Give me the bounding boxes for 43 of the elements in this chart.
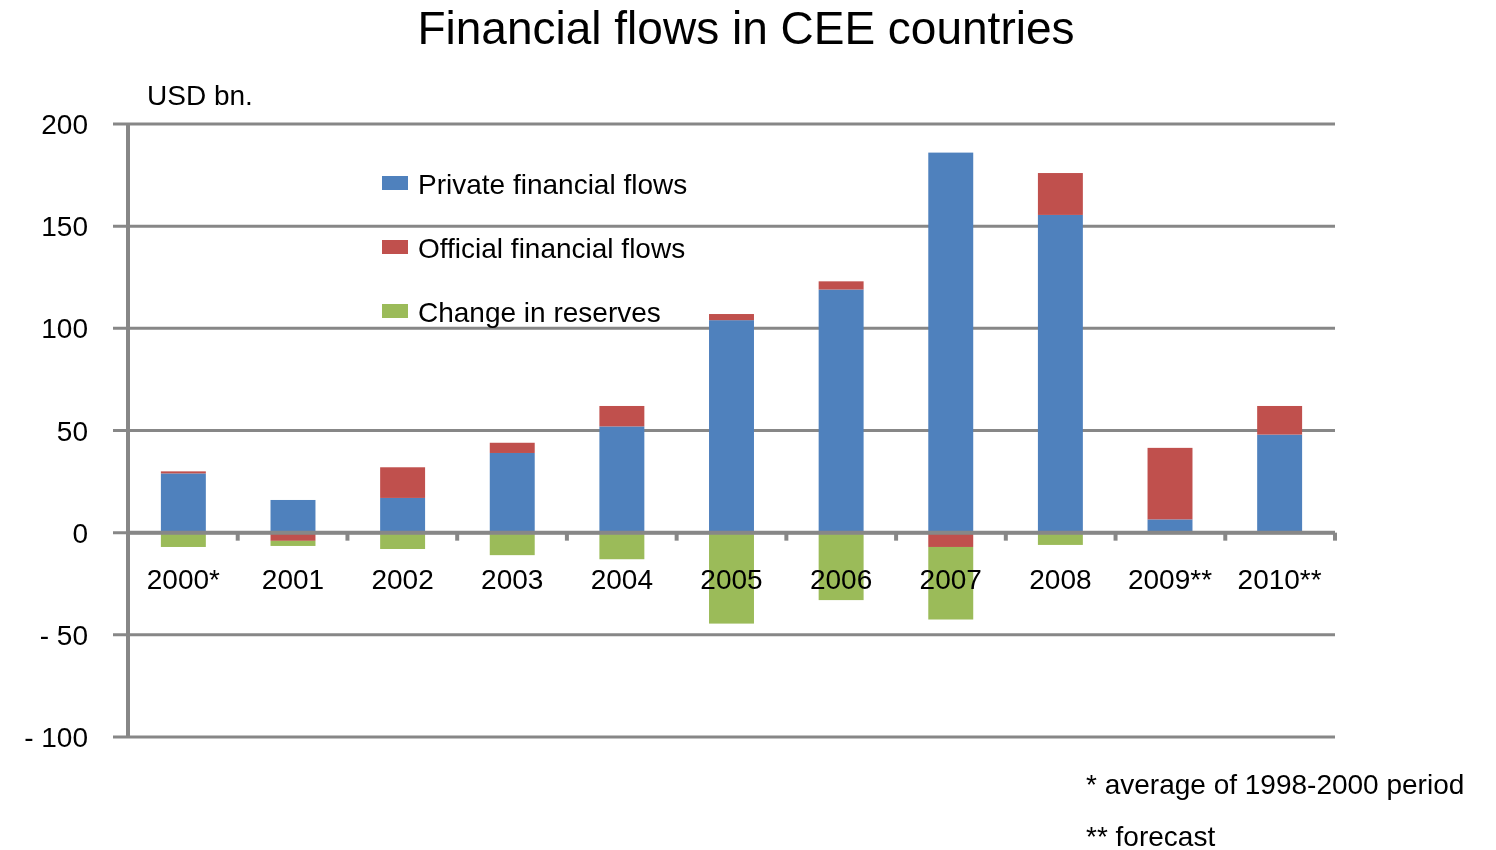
- y-axis-title: USD bn.: [147, 80, 253, 111]
- bar: [489, 442, 535, 453]
- bar: [160, 473, 206, 533]
- chart-title: Financial flows in CEE countries: [417, 2, 1075, 54]
- bar: [709, 314, 754, 321]
- x-tick-label: 2001: [261, 563, 325, 595]
- y-tick-label: 150: [41, 211, 88, 243]
- bar: [1257, 405, 1303, 435]
- bar: [1037, 173, 1083, 215]
- bar: [1147, 447, 1193, 520]
- bar: [1257, 434, 1303, 533]
- y-tick-label: 0: [72, 517, 88, 549]
- x-tick-label: 2004: [590, 563, 654, 595]
- bar: [709, 320, 754, 533]
- x-tick-label: 2000*: [146, 563, 221, 595]
- x-tick-label: 2003: [481, 563, 544, 595]
- y-tick-label: 100: [41, 313, 88, 345]
- text: ** forecast: [1086, 821, 1216, 850]
- bar: [380, 497, 426, 533]
- legend-label: Official financial flows: [418, 233, 686, 264]
- bar: [599, 532, 645, 560]
- text: * average of 1998-2000 period: [1086, 769, 1465, 800]
- x-tick-label: 2002: [371, 563, 434, 595]
- bar: [380, 467, 426, 498]
- bar: [270, 540, 316, 546]
- bar: [160, 471, 206, 474]
- y-tick-label: - 50: [39, 619, 88, 651]
- x-tick-label: 2008: [1029, 563, 1092, 595]
- x-tick-label: 2010**: [1237, 563, 1322, 595]
- legend-label: Private financial flows: [418, 169, 688, 200]
- y-tick-label: 50: [56, 415, 88, 447]
- bar: [818, 281, 864, 290]
- bar: [818, 289, 864, 533]
- x-tick-label: 2009**: [1127, 563, 1213, 595]
- bar: [928, 152, 974, 533]
- y-tick-label: - 100: [24, 722, 88, 753]
- bar: [599, 426, 645, 533]
- y-tick-label: 200: [41, 109, 88, 140]
- bar: [270, 499, 316, 533]
- bar: [599, 405, 645, 427]
- bar: [489, 452, 535, 533]
- legend-label: Change in reserves: [418, 297, 661, 328]
- bar: [1037, 214, 1083, 533]
